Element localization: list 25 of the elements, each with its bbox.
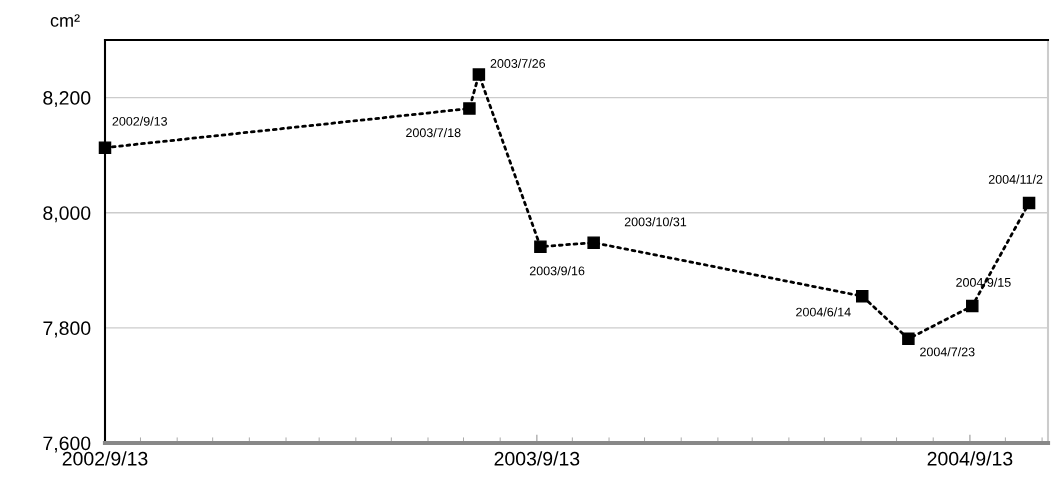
point <box>472 68 486 81</box>
annotation: 2003/7/18 <box>406 127 461 138</box>
point <box>587 236 600 249</box>
y-tick-label: 7,600 <box>43 436 91 453</box>
y-tick-label: 8,000 <box>43 206 91 223</box>
y-tick-label: 8,200 <box>43 91 91 108</box>
point <box>855 289 869 303</box>
y-axis-title: cm² <box>50 14 80 27</box>
x-tick-label: 2003/9/13 <box>494 451 580 466</box>
x-tick-label: 2004/9/13 <box>927 451 1013 466</box>
annotation: 2004/9/15 <box>956 277 1011 287</box>
annotation: 2003/9/16 <box>529 266 585 276</box>
point <box>463 102 476 115</box>
annotation: 2004/11/2 <box>988 174 1043 184</box>
y-tick-label: 7,800 <box>43 321 91 338</box>
point <box>902 332 915 346</box>
annotation: 2004/6/14 <box>796 307 851 317</box>
annotation: 2003/10/31 <box>624 217 687 227</box>
point <box>534 240 547 253</box>
annotation: 2003/7/26 <box>490 58 546 68</box>
annotation: 2004/7/23 <box>920 347 975 357</box>
annotation: 2002/9/13 <box>112 116 167 126</box>
point <box>1022 196 1036 210</box>
point <box>966 299 979 313</box>
x-tick-label: 2002/9/13 <box>62 451 148 466</box>
